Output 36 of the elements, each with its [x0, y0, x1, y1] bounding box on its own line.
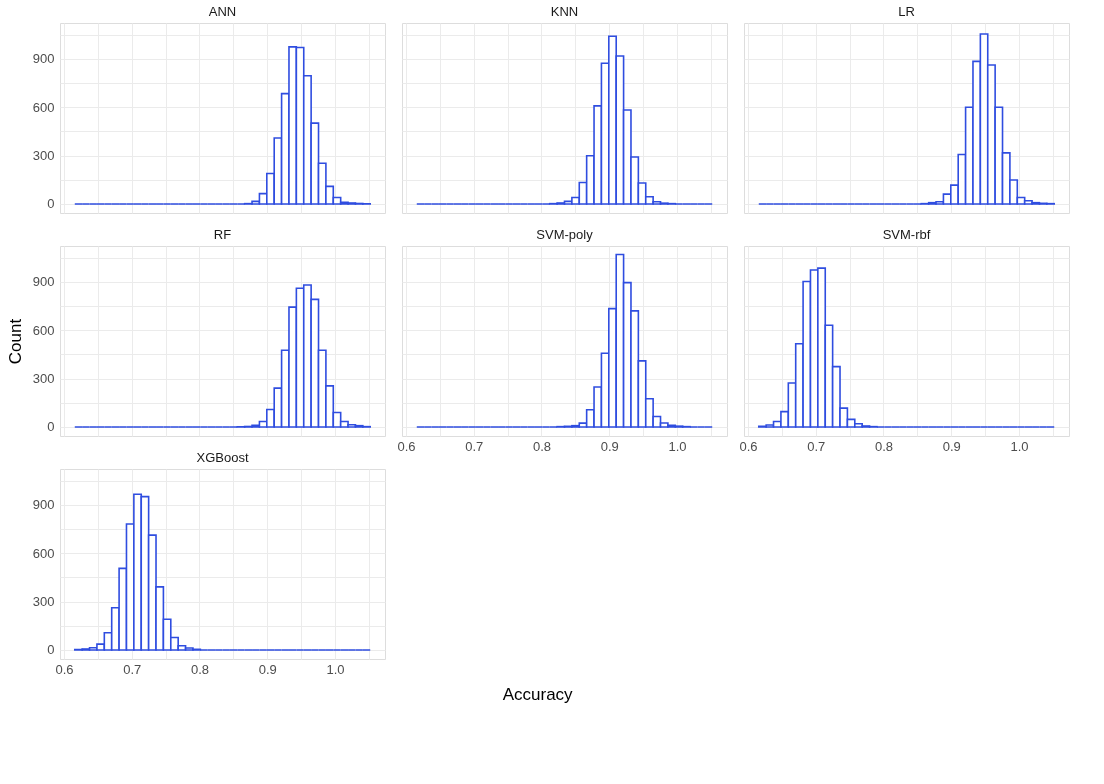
x-tick-label: 0.6	[397, 438, 416, 454]
x-tick-label: 0.9	[942, 438, 961, 454]
chart-title: XGBoost	[196, 450, 249, 465]
chart-title: SVM-rbf	[882, 227, 931, 242]
y-tick-label: 600	[32, 99, 55, 115]
y-tick-label: 300	[32, 371, 55, 387]
x-tick-label: 1.0	[326, 661, 345, 677]
x-tick-label: 0.8	[190, 661, 209, 677]
y-tick-label: 300	[32, 148, 55, 164]
chart-title: RF	[213, 227, 232, 242]
x-tick-label: 0.8	[874, 438, 893, 454]
y-tick-label: 900	[32, 274, 55, 290]
y-tick-label: 300	[32, 594, 55, 610]
x-tick-label: 0.8	[532, 438, 551, 454]
x-tick-label: 0.9	[600, 438, 619, 454]
y-axis-title: Count	[5, 318, 25, 365]
y-tick-label: 900	[32, 497, 55, 513]
y-tick-label: 0	[47, 196, 55, 212]
x-tick-label: 1.0	[668, 438, 687, 454]
x-tick-label: 0.7	[465, 438, 484, 454]
y-tick-label: 600	[32, 545, 55, 561]
y-tick-label: 0	[47, 419, 55, 435]
x-axis-title: Accuracy	[502, 684, 574, 704]
chart-title: SVM-poly	[536, 227, 594, 242]
x-tick-label: 0.9	[258, 661, 277, 677]
y-tick-label: 0	[47, 642, 55, 658]
chart-title: KNN	[550, 4, 579, 19]
x-tick-label: 0.6	[55, 661, 74, 677]
chart-title: ANN	[208, 4, 237, 19]
x-tick-label: 0.7	[807, 438, 826, 454]
y-tick-label: 600	[32, 322, 55, 338]
x-tick-label: 0.6	[739, 438, 758, 454]
chart-title: LR	[898, 4, 915, 19]
y-tick-label: 900	[32, 51, 55, 67]
x-tick-label: 1.0	[1010, 438, 1029, 454]
x-tick-label: 0.7	[123, 661, 142, 677]
